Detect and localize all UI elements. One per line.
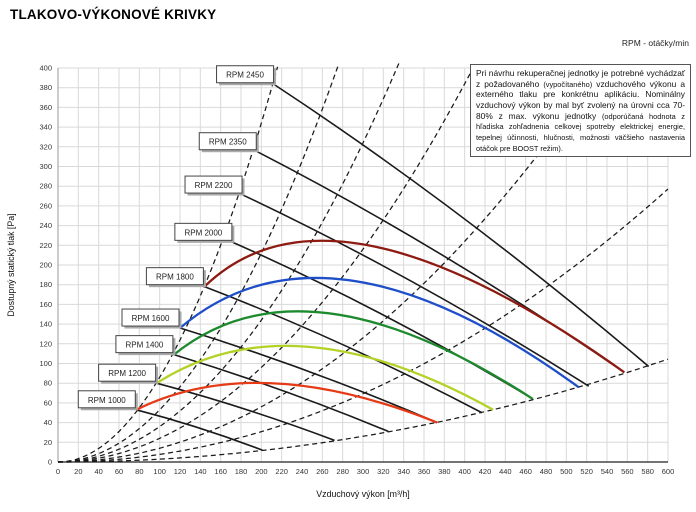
- y-axis-title: Dostupný statický tlak [Pa]: [6, 213, 16, 316]
- x-tick-label: 220: [275, 467, 288, 476]
- y-tick-label: 240: [39, 221, 52, 230]
- x-tick-label: 240: [296, 467, 309, 476]
- page-title: TLAKOVO-VÝKONOVÉ KRIVKY: [10, 7, 217, 22]
- rpm-label-box: [77, 390, 136, 409]
- note-text-main-1: Pri návrhu rekuperačnej jednotky je potr…: [476, 68, 685, 89]
- y-tick-label: 180: [39, 280, 52, 289]
- x-tick-label: 20: [74, 467, 82, 476]
- x-tick-label: 420: [479, 467, 492, 476]
- y-tick-label: 340: [39, 123, 52, 132]
- fan-curve-line-1600: [179, 327, 438, 424]
- x-tick-label: 340: [397, 467, 410, 476]
- note-text-small-2: (odporúčaná hodnota z hľadiska zohľadnen…: [476, 111, 685, 153]
- x-tick-label: 400: [458, 467, 471, 476]
- rpm-label-text: RPM 2350: [209, 138, 247, 147]
- system-curve-dashed: [57, 64, 340, 463]
- y-tick-label: 380: [39, 83, 52, 92]
- y-tick-label: 120: [39, 339, 52, 348]
- x-axis-title: Vzduchový výkon [m³/h]: [316, 489, 409, 499]
- fan-curve-arc-1400: [173, 310, 534, 400]
- fan-curve-line-2350: [256, 151, 625, 374]
- x-tick-label: 440: [499, 467, 512, 476]
- rpm-label-text: RPM 1200: [108, 369, 146, 378]
- rpm-label-text: RPM 2200: [195, 181, 233, 190]
- rpm-label-box: [174, 222, 233, 241]
- y-tick-label: 140: [39, 320, 52, 329]
- x-tick-label: 280: [336, 467, 349, 476]
- rpm-label-box: [184, 175, 243, 194]
- rpm-label-box: [98, 363, 157, 382]
- rpm-label-box: [121, 308, 180, 327]
- x-tick-label: 360: [418, 467, 431, 476]
- fan-curve-line-1800: [204, 285, 483, 414]
- fan-curve-arc-1800: [203, 239, 625, 374]
- design-note-box: Pri návrhu rekuperačnej jednotky je potr…: [470, 64, 691, 158]
- rpm-unit-note: RPM - otáčky/min: [621, 38, 689, 48]
- y-tick-label: 60: [44, 398, 52, 407]
- x-tick-label: 120: [174, 467, 187, 476]
- fan-curve-line-2200: [242, 194, 590, 387]
- fan-curve-arc-1600: [179, 276, 580, 389]
- fan-curve-line-1200: [156, 382, 335, 442]
- y-tick-label: 300: [39, 162, 52, 171]
- y-tick-label: 400: [39, 64, 52, 73]
- fan-curve-arc-1200: [155, 344, 494, 411]
- rpm-label-box: [115, 335, 174, 354]
- y-tick-label: 20: [44, 438, 52, 447]
- system-curve-dashed: [58, 188, 669, 463]
- x-tick-label: 40: [94, 467, 102, 476]
- x-tick-label: 480: [540, 467, 553, 476]
- x-tick-label: 600: [662, 467, 675, 476]
- y-tick-label: 100: [39, 359, 52, 368]
- rpm-label-text: RPM 1600: [132, 314, 170, 323]
- x-tick-label: 0: [56, 467, 60, 476]
- fan-curve-line-2450: [274, 84, 650, 368]
- x-tick-label: 140: [194, 467, 207, 476]
- x-tick-label: 180: [235, 467, 248, 476]
- x-tick-label: 460: [519, 467, 532, 476]
- rpm-label-box: [216, 65, 275, 84]
- y-tick-label: 160: [39, 300, 52, 309]
- rpm-label-text: RPM 1000: [88, 396, 126, 405]
- rpm-label-text: RPM 2000: [184, 228, 222, 237]
- x-tick-label: 300: [357, 467, 370, 476]
- x-tick-label: 500: [560, 467, 573, 476]
- rpm-label-box: [145, 267, 204, 286]
- x-tick-label: 200: [255, 467, 268, 476]
- system-curve-dashed: [58, 358, 669, 463]
- y-tick-label: 0: [48, 458, 52, 467]
- note-text-main-2: vzduchového výkonu a externého tlaku pre…: [476, 78, 686, 121]
- x-tick-label: 380: [438, 467, 451, 476]
- x-tick-label: 320: [377, 467, 390, 476]
- x-tick-label: 60: [115, 467, 123, 476]
- x-tick-label: 260: [316, 467, 329, 476]
- system-curve-dashed: [57, 68, 474, 463]
- y-tick-label: 360: [39, 103, 52, 112]
- fan-curve-arc-1000: [135, 381, 438, 424]
- x-tick-label: 540: [601, 467, 614, 476]
- x-tick-label: 100: [153, 467, 166, 476]
- fan-curve-line-1400: [173, 353, 389, 433]
- y-tick-label: 260: [39, 201, 52, 210]
- x-tick-label: 160: [214, 467, 227, 476]
- y-tick-label: 80: [44, 379, 52, 388]
- x-tick-label: 520: [580, 467, 593, 476]
- rpm-label-box: [198, 132, 257, 151]
- note-text-small-1: (vypočítaného): [543, 79, 593, 89]
- y-tick-label: 220: [39, 241, 52, 250]
- y-tick-label: 200: [39, 261, 52, 270]
- y-tick-label: 40: [44, 418, 52, 427]
- y-tick-label: 320: [39, 142, 52, 151]
- fan-curve-line-1000: [136, 409, 263, 451]
- x-tick-label: 80: [135, 467, 143, 476]
- system-curve-dashed: [57, 61, 401, 463]
- x-tick-label: 580: [641, 467, 654, 476]
- x-tick-label: 560: [621, 467, 634, 476]
- rpm-label-text: RPM 1800: [156, 273, 194, 282]
- rpm-label-text: RPM 1400: [126, 341, 164, 350]
- system-curve-dashed: [58, 68, 602, 463]
- y-tick-label: 280: [39, 182, 52, 191]
- rpm-label-text: RPM 2450: [226, 71, 264, 80]
